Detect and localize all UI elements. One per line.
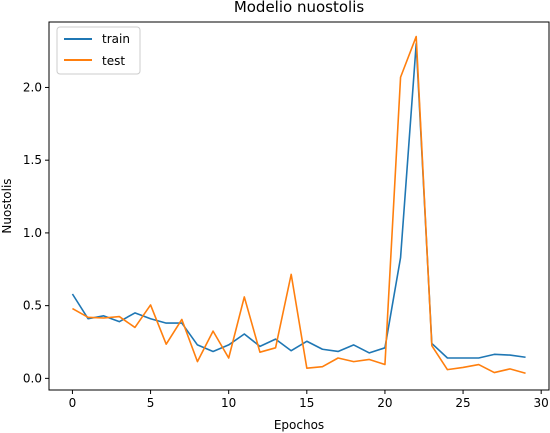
- x-tick-label: 0: [69, 396, 77, 410]
- y-tick-label: 0.5: [23, 299, 42, 313]
- chart-title: Modelio nuostolis: [234, 0, 365, 16]
- y-tick-label: 0.0: [23, 371, 42, 385]
- y-tick-label: 1.0: [23, 226, 42, 240]
- y-tick-label: 2.0: [23, 80, 42, 94]
- x-tick-label: 10: [221, 396, 236, 410]
- x-tick-label: 30: [534, 396, 549, 410]
- x-tick-label: 5: [147, 396, 155, 410]
- y-tick-label: 1.5: [23, 153, 42, 167]
- x-tick-label: 25: [455, 396, 470, 410]
- x-tick-label: 20: [377, 396, 392, 410]
- legend: train test: [57, 27, 140, 74]
- y-axis-label: Nuostolis: [0, 178, 14, 233]
- x-axis-label: Epochos: [274, 418, 324, 432]
- legend-label-test: test: [102, 54, 125, 68]
- x-axis-ticks: 0 5 10 15 20 25 30: [69, 390, 549, 410]
- x-tick-label: 15: [299, 396, 314, 410]
- plot-area: 0 5 10 15 20 25 30 0.0 0.5 1.0 1.5 2.0: [23, 22, 549, 410]
- legend-label-train: train: [102, 32, 130, 46]
- axes-frame: [49, 22, 549, 390]
- y-axis-ticks: 0.0 0.5 1.0 1.5 2.0: [23, 80, 49, 385]
